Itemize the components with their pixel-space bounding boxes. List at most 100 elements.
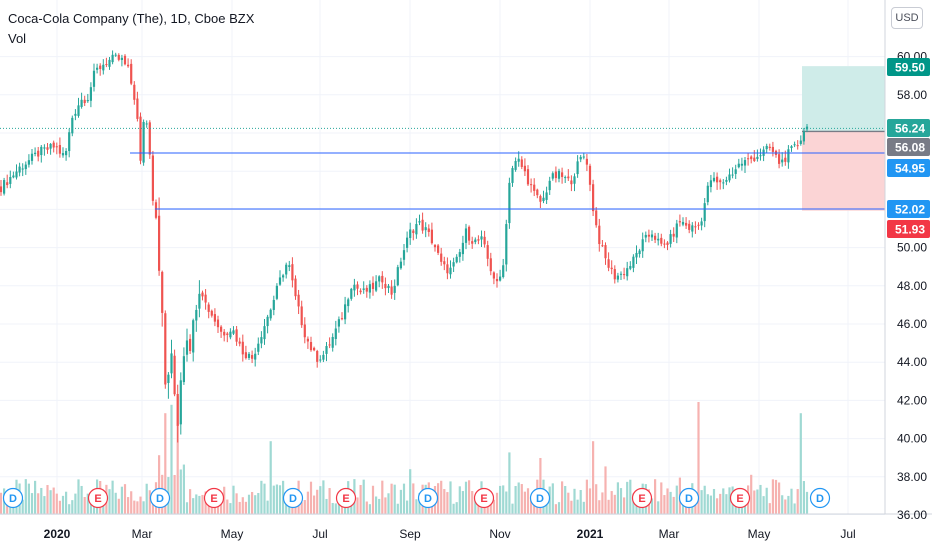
candle-body <box>316 350 319 362</box>
dividend-marker[interactable]: D <box>417 487 439 509</box>
volume-bar <box>381 480 384 514</box>
volume-bar <box>511 503 514 514</box>
earnings-marker[interactable]: E <box>87 487 109 509</box>
volume-bar <box>412 483 415 514</box>
candle-body <box>517 158 520 162</box>
candle-body <box>421 219 424 231</box>
candle-body <box>452 262 455 267</box>
volume-bar <box>523 491 526 514</box>
candle-body <box>740 163 743 166</box>
candle-body <box>455 256 458 263</box>
candle-body <box>722 182 725 184</box>
candle-body <box>768 146 771 148</box>
volume-bar <box>303 500 306 514</box>
candle-body <box>235 329 238 342</box>
candle-body <box>471 241 474 244</box>
volume-bar <box>672 496 675 514</box>
volume-bar <box>176 396 179 514</box>
candle-body <box>127 64 130 67</box>
earnings-circle <box>473 487 495 509</box>
candle-body <box>787 149 790 163</box>
price-tick-label: 50.00 <box>897 241 927 255</box>
volume-bar <box>564 486 567 514</box>
currency-button[interactable]: USD <box>891 7 923 29</box>
price-tag-label: 54.95 <box>895 162 925 176</box>
candle-body <box>52 142 55 148</box>
dividend-marker[interactable]: D <box>809 487 831 509</box>
volume-bar <box>55 493 58 514</box>
volume-bar <box>570 500 573 514</box>
candle-body <box>158 215 161 271</box>
price-tick-label: 58.00 <box>897 88 927 102</box>
volume-bar <box>192 498 195 514</box>
earnings-marker[interactable]: E <box>473 487 495 509</box>
loss-zone[interactable] <box>802 131 885 211</box>
earnings-marker[interactable]: E <box>203 487 225 509</box>
long-position-zones[interactable] <box>802 66 885 211</box>
price-tick-label: 38.00 <box>897 470 927 484</box>
candle-body <box>167 374 170 383</box>
volume-bar <box>257 493 260 514</box>
volume-bar <box>229 503 232 514</box>
dividend-marker[interactable]: D <box>529 487 551 509</box>
price-tag-stop: 51.93 <box>887 220 930 238</box>
horizontal-levels[interactable] <box>0 127 885 210</box>
candle-body <box>681 221 685 225</box>
earnings-marker[interactable]: E <box>631 487 653 509</box>
candle-body <box>120 57 123 60</box>
earnings-circle <box>87 487 109 509</box>
symbol-title[interactable]: Coca-Cola Company (The), 1D, Cboe BZX <box>8 11 255 26</box>
candle-body <box>458 252 461 257</box>
event-letter: E <box>210 493 217 505</box>
price-tick-label: 48.00 <box>897 279 927 293</box>
candle-body <box>523 165 526 172</box>
volume-bar <box>362 479 365 514</box>
candle-body <box>415 224 418 235</box>
candle-body <box>204 294 207 303</box>
candle-body <box>486 245 489 259</box>
price-tag-last: 56.24 <box>887 119 930 137</box>
volume-bar <box>201 494 204 514</box>
volume-bar <box>440 480 443 514</box>
volume-bar <box>406 500 409 514</box>
event-letter: E <box>736 493 743 505</box>
volume-bar <box>654 479 657 514</box>
volume-bar <box>526 488 530 514</box>
volume-bar <box>716 498 719 514</box>
candle-body <box>309 341 313 351</box>
candle-body <box>678 221 681 223</box>
volume-indicator-label[interactable]: Vol <box>8 31 27 46</box>
volume-bar <box>226 499 229 514</box>
candle-body <box>238 341 241 344</box>
earnings-marker[interactable]: E <box>335 487 357 509</box>
volume-bar <box>784 499 787 514</box>
candle-body <box>781 159 784 163</box>
earnings-marker[interactable]: E <box>729 487 751 509</box>
dividend-circle <box>678 487 700 509</box>
candle-body <box>734 169 737 174</box>
candle-body <box>216 319 220 328</box>
candle-body <box>244 352 247 359</box>
volume-bar <box>666 488 669 514</box>
candle-body <box>71 117 74 134</box>
profit-zone[interactable] <box>802 66 885 132</box>
volume-bar <box>461 491 464 514</box>
candle-body <box>300 306 303 326</box>
dividend-circle <box>149 487 171 509</box>
candle-body <box>254 353 257 360</box>
volume-bar <box>464 481 468 514</box>
candle-body <box>387 285 390 289</box>
dividend-marker[interactable]: D <box>282 487 304 509</box>
candle-body <box>607 259 610 268</box>
candle-body <box>105 64 108 66</box>
candle-body <box>672 233 675 237</box>
volume-bar <box>582 501 585 514</box>
candle-body <box>526 169 530 185</box>
dividend-marker[interactable]: D <box>678 487 700 509</box>
dividend-marker[interactable]: D <box>2 487 24 509</box>
dividend-circle <box>2 487 24 509</box>
dividend-marker[interactable]: D <box>149 487 171 509</box>
candle-body <box>344 304 347 320</box>
